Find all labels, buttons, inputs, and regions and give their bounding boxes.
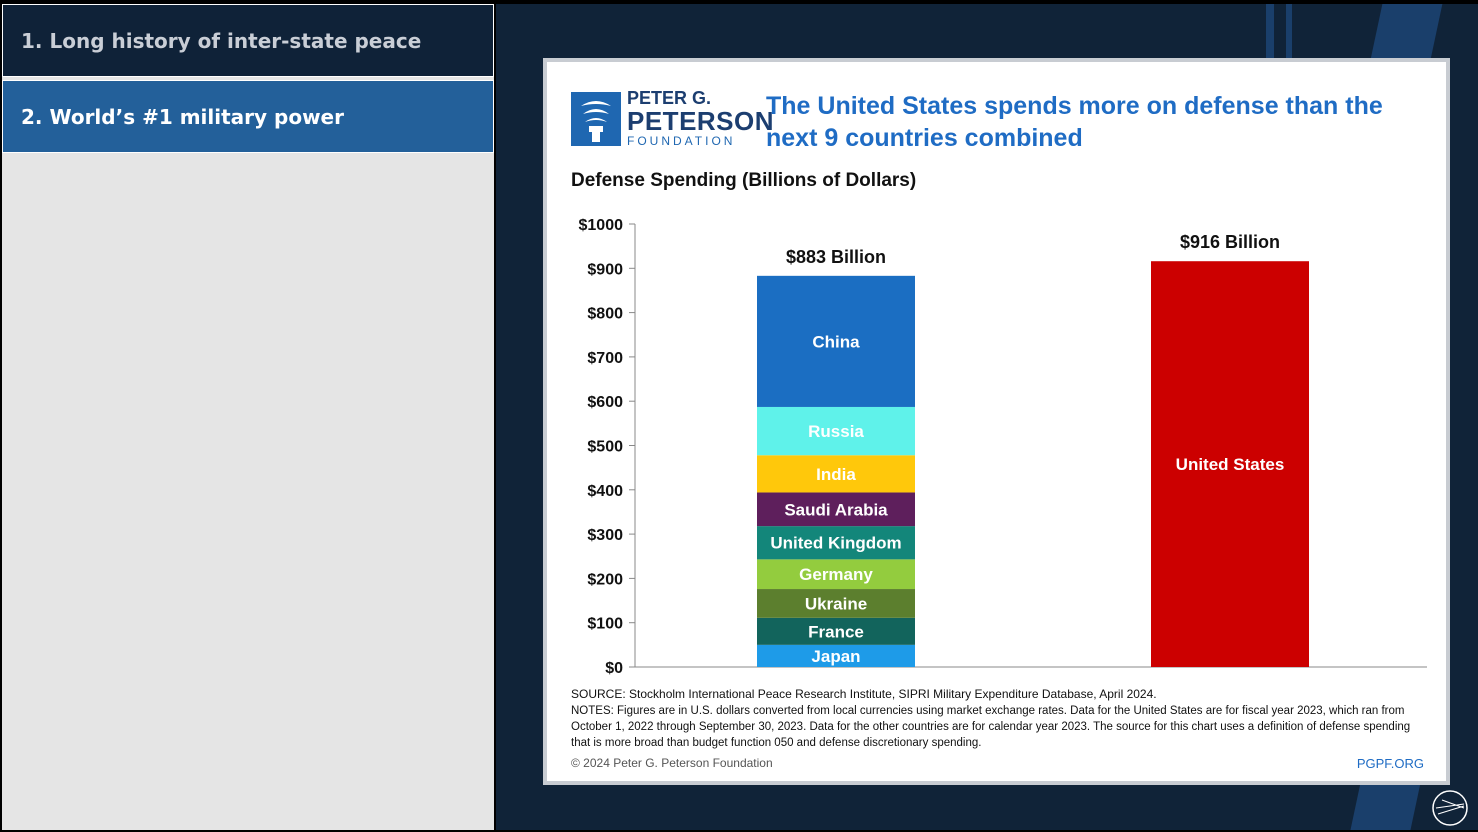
logo-line1: PETER G. xyxy=(627,88,712,108)
logo-line3: FOUNDATION xyxy=(627,134,736,148)
nav-item-inter-state-peace[interactable]: 1. Long history of inter-state peace xyxy=(2,4,494,77)
logo-line2: PETERSON xyxy=(627,106,775,136)
bar-segment xyxy=(757,589,915,618)
segment-label: Japan xyxy=(811,647,860,666)
torch-logo-icon xyxy=(571,92,621,146)
y-tick-label: $200 xyxy=(587,571,623,588)
segment-label: United States xyxy=(1176,455,1285,474)
segment-label: Russia xyxy=(808,422,864,441)
source-note: SOURCE: Stockholm International Peace Re… xyxy=(571,687,1157,701)
bar-segment xyxy=(757,617,915,645)
bar-total-label: $883 Billion xyxy=(786,247,886,267)
y-tick-label: $300 xyxy=(587,527,623,544)
bar-segment xyxy=(757,559,915,590)
chart-card: PETER G. PETERSON FOUNDATION The United … xyxy=(543,58,1450,785)
bar-segment xyxy=(757,455,915,493)
y-tick-label: $100 xyxy=(587,616,623,633)
bar-segment xyxy=(757,406,915,456)
bar-chart: $0 $100 $200 $300 $400 $500 $600 $700 $800 $900 $1… xyxy=(579,217,1427,677)
segment-label: Saudi Arabia xyxy=(784,500,888,519)
segment-label: France xyxy=(808,622,864,641)
segment-label: United Kingdom xyxy=(770,534,901,553)
segment-label: India xyxy=(816,465,856,484)
chart-title: Defense Spending (Billions of Dollars) xyxy=(571,170,917,191)
y-tick-label: $400 xyxy=(587,483,623,500)
notes-text: NOTES: Figures are in U.S. dollars conve… xyxy=(571,705,1411,749)
segment-label: Germany xyxy=(799,565,873,584)
y-tick-label: $700 xyxy=(587,350,623,367)
decorative-stripe xyxy=(1266,4,1274,64)
bar-segment xyxy=(757,492,915,527)
copyright: © 2024 Peter G. Peterson Foundation xyxy=(571,756,773,770)
bar-segment xyxy=(757,644,915,667)
bar-total-label: $916 Billion xyxy=(1180,232,1280,252)
site-link[interactable]: PGPF.ORG xyxy=(1356,756,1424,771)
left-panel: 1. Long history of inter-state peace 2. … xyxy=(2,4,494,830)
y-tick-label: $600 xyxy=(587,394,623,411)
nav-item-label: 2. World’s #1 military power xyxy=(21,104,344,129)
bar-segment xyxy=(757,275,915,407)
nav-item-military-power[interactable]: 2. World’s #1 military power xyxy=(2,80,494,153)
segment-label: Ukraine xyxy=(805,594,867,613)
y-tick-label: $1000 xyxy=(579,217,624,234)
bar-segment xyxy=(757,526,915,560)
decorative-stripe xyxy=(1369,4,1443,64)
nav-item-label: 1. Long history of inter-state peace xyxy=(21,28,422,53)
y-tick-label: $0 xyxy=(605,660,623,677)
bar-segment xyxy=(1151,261,1309,667)
decorative-stripe xyxy=(1286,4,1292,64)
chart-headline: The United States spends more on defense… xyxy=(766,92,1383,152)
y-tick-label: $900 xyxy=(587,261,623,278)
presentation-logo-icon xyxy=(1430,788,1470,828)
segment-label: China xyxy=(812,332,860,351)
y-tick-label: $800 xyxy=(587,306,623,323)
y-tick-label: $500 xyxy=(587,439,623,456)
